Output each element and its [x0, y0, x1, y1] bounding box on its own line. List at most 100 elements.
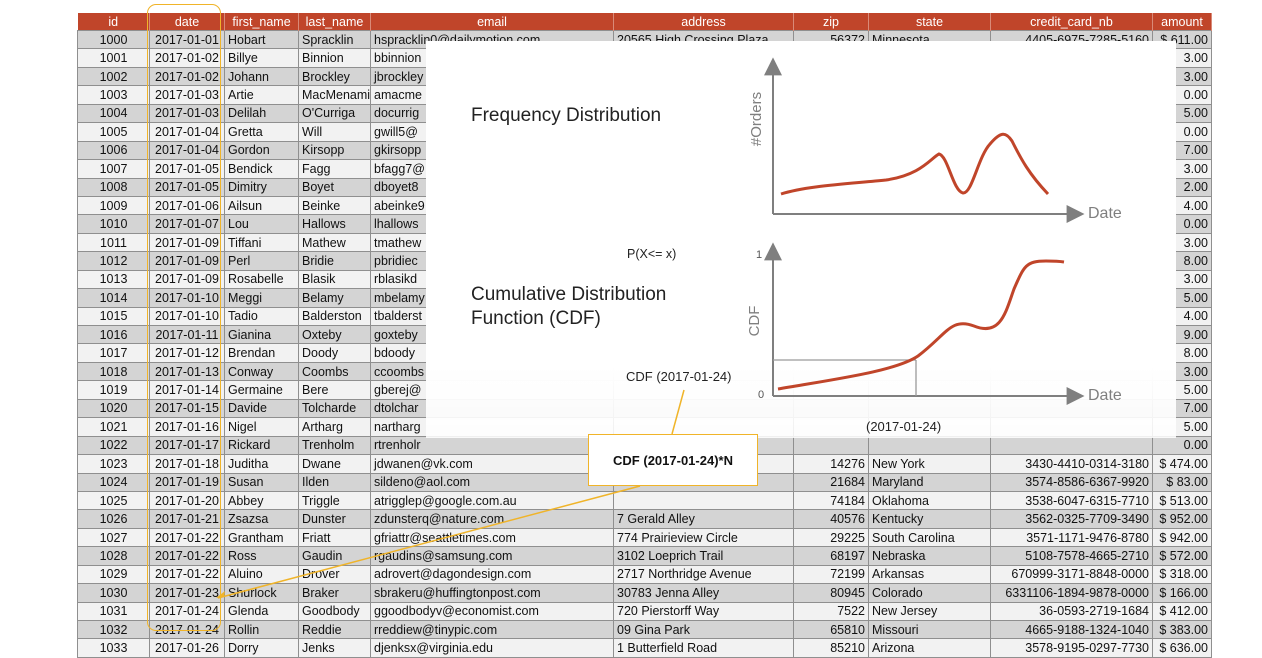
- cdf-x-label: Date: [1088, 387, 1122, 404]
- cell-last-name: Goodbody: [298, 601, 371, 622]
- table-row: 1025 2017-01-20 Abbey Triggle atrigglep@goog…: [77, 490, 1212, 511]
- cell-id: 1022: [77, 435, 150, 456]
- cell-last-name: Artharg: [298, 417, 371, 437]
- cell-first-name: Artie: [224, 85, 299, 105]
- cell-last-name: Gaudin: [298, 546, 371, 566]
- cell-date: 2017-01-17: [149, 435, 225, 456]
- cell-id: 1012: [77, 251, 150, 271]
- frequency-curve: [780, 132, 1050, 196]
- cell-id: 1010: [77, 214, 150, 234]
- cell-date: 2017-01-02: [149, 66, 225, 87]
- cell-date: 2017-01-02: [149, 48, 225, 68]
- cell-credit-card: 5108-7578-4665-2710: [990, 546, 1153, 566]
- cell-date: 2017-01-24: [149, 601, 225, 622]
- cell-state: Arizona: [868, 638, 991, 658]
- cdf-title-line2: Function (CDF): [471, 308, 601, 329]
- cell-amount: $ 572.00: [1152, 546, 1212, 566]
- cell-last-name: Drover: [298, 564, 371, 585]
- cell-id: 1023: [77, 454, 150, 474]
- cell-date: 2017-01-10: [149, 288, 225, 308]
- column-header-credit-card: credit_card_nb: [990, 13, 1153, 31]
- cell-last-name: Dwane: [298, 454, 371, 474]
- cell-zip: 85210: [793, 638, 869, 658]
- cell-last-name: O'Curriga: [298, 103, 371, 124]
- cell-zip: 72199: [793, 564, 869, 585]
- cell-credit-card: 4665-9188-1324-1040: [990, 619, 1153, 640]
- cdf-title-line1: Cumulative Distribution: [471, 284, 666, 305]
- cell-first-name: Aluino: [224, 564, 299, 585]
- cell-date: 2017-01-07: [149, 214, 225, 234]
- cell-credit-card: 3578-9195-0297-7730: [990, 638, 1153, 658]
- cdf-point-label: CDF (2017-01-24): [626, 369, 732, 384]
- column-header-date: date: [149, 13, 225, 31]
- cell-id: 1020: [77, 398, 150, 419]
- column-header-first-name: first_name: [224, 13, 299, 31]
- column-header-state: state: [868, 13, 991, 31]
- column-header-last-name: last_name: [298, 13, 371, 31]
- row-callout-line: [217, 485, 641, 599]
- cell-last-name: Kirsopp: [298, 140, 371, 161]
- cell-zip: 74184: [793, 490, 869, 511]
- cell-credit-card: [990, 435, 1153, 456]
- cell-last-name: Blasik: [298, 269, 371, 290]
- cell-id: 1000: [77, 29, 150, 50]
- cell-id: 1011: [77, 232, 150, 253]
- table-row: 1029 2017-01-22 Aluino Drover adrovert@dagon…: [77, 564, 1212, 585]
- cell-last-name: Beinke: [298, 195, 371, 216]
- cell-first-name: Juditha: [224, 454, 299, 474]
- distribution-overlay: Frequency Distribution Cumulative Distri…: [426, 41, 1176, 438]
- cell-amount: $ 318.00: [1152, 564, 1212, 585]
- cell-address: 720 Pierstorff Way: [613, 601, 794, 622]
- cell-first-name: Rollin: [224, 619, 299, 640]
- cell-amount: $ 412.00: [1152, 601, 1212, 622]
- cell-last-name: Bridie: [298, 251, 371, 271]
- cell-credit-card: 3574-8586-6367-9920: [990, 472, 1153, 492]
- cell-id: 1002: [77, 66, 150, 87]
- cell-last-name: Ilden: [298, 472, 371, 492]
- cell-email: atrigglep@google.com.au: [370, 490, 614, 511]
- cell-zip: 40576: [793, 509, 869, 529]
- callout-connectors: [216, 389, 685, 599]
- cell-date: 2017-01-04: [149, 140, 225, 161]
- column-header-address: address: [613, 13, 794, 31]
- cell-amount: $ 83.00: [1152, 472, 1212, 492]
- cell-id: 1026: [77, 509, 150, 529]
- cell-amount: $ 636.00: [1152, 638, 1212, 658]
- cell-id: 1006: [77, 140, 150, 161]
- table-row: 1028 2017-01-22 Ross Gaudin rgaudins@samsung…: [77, 546, 1212, 566]
- cell-id: 1005: [77, 122, 150, 142]
- column-header-email: email: [370, 13, 614, 31]
- cell-date: 2017-01-15: [149, 398, 225, 419]
- cell-state: New York: [868, 454, 991, 474]
- row-callout-arrowhead: [216, 591, 225, 598]
- cell-id: 1009: [77, 195, 150, 216]
- cell-zip: 68197: [793, 546, 869, 566]
- cell-id: 1032: [77, 619, 150, 640]
- freq-title: Frequency Distribution: [471, 105, 661, 126]
- cell-state: New Jersey: [868, 601, 991, 622]
- cdf-times-n-callout: CDF (2017-01-24)*N: [588, 434, 758, 486]
- cell-first-name: Lou: [224, 214, 299, 234]
- cell-state: South Carolina: [868, 527, 991, 548]
- cell-email: jdwanen@vk.com: [370, 454, 614, 474]
- cell-email: zdunsterq@nature.com: [370, 509, 614, 529]
- cell-date: 2017-01-13: [149, 361, 225, 382]
- cell-id: 1016: [77, 324, 150, 345]
- table-row: 1032 2017-01-24 Rollin Reddie rreddiew@tinyp…: [77, 619, 1212, 640]
- cell-id: 1025: [77, 490, 150, 511]
- cell-id: 1008: [77, 177, 150, 197]
- cell-id: 1018: [77, 361, 150, 382]
- cell-last-name: Fagg: [298, 159, 371, 179]
- cell-first-name: Zsazsa: [224, 509, 299, 529]
- cell-last-name: Jenks: [298, 638, 371, 658]
- cell-address: 1 Butterfield Road: [613, 638, 794, 658]
- cell-state: Colorado: [868, 583, 991, 603]
- cell-last-name: Triggle: [298, 490, 371, 511]
- cell-id: 1030: [77, 583, 150, 603]
- cdf-curve: [777, 259, 1065, 391]
- cell-zip: 29225: [793, 527, 869, 548]
- cell-last-name: Hallows: [298, 214, 371, 234]
- cell-id: 1024: [77, 472, 150, 492]
- cell-id: 1017: [77, 343, 150, 363]
- cell-id: 1028: [77, 546, 150, 566]
